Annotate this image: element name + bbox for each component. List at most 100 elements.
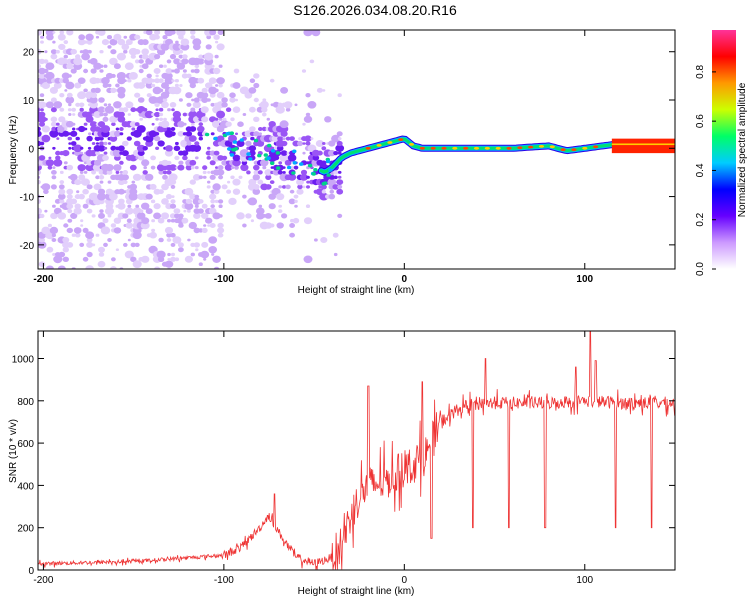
heatmap-cell: [177, 242, 184, 248]
heatmap-cell: [201, 92, 209, 99]
colorbar-ticks: 0.0 0.2 0.4 0.6 0.8: [695, 64, 716, 276]
heatmap-cell: [100, 226, 111, 235]
heatmap-cell: [337, 151, 342, 155]
heatmap-cell: [78, 174, 86, 181]
heatmap-cell: [302, 122, 306, 126]
heatmap-area: [38, 30, 675, 269]
heatmap-cell: [283, 101, 293, 109]
heatmap-cell: [310, 137, 314, 140]
heatmap-cell: [285, 107, 291, 112]
heatmap-cell: [217, 227, 225, 234]
heatmap-cell: [167, 219, 171, 223]
heatmap-cell: [216, 135, 225, 142]
heatmap-cell: [181, 73, 188, 79]
heatmap-cell: [107, 238, 112, 242]
heatmap-cell: [75, 54, 81, 59]
heatmap-x-axis-label: Height of straight line (km): [298, 285, 415, 296]
heatmap-cell: [272, 169, 280, 176]
heatmap-cell: [101, 39, 110, 46]
heatmap-cell: [130, 256, 137, 262]
heatmap-cell: [47, 223, 53, 228]
heatmap-cell: [185, 92, 193, 99]
heatmap-cell: [52, 253, 56, 256]
heatmap-cell: [164, 129, 174, 138]
heatmap-cell: [173, 68, 180, 74]
heatmap-cell: [215, 166, 219, 169]
snr-x-tick-label: 0: [402, 575, 408, 586]
heatmap-cell: [170, 256, 176, 262]
heatmap-cell: [55, 150, 61, 156]
heatmap-cell: [97, 188, 106, 195]
heatmap-cell: [228, 197, 237, 205]
heatmap-peak: [398, 138, 404, 142]
heatmap-cell: [180, 38, 190, 46]
heatmap-cell: [192, 197, 201, 205]
heatmap-cell: [76, 190, 80, 194]
heatmap-cell: [57, 265, 66, 269]
heatmap-cell: [201, 227, 208, 233]
heatmap-cell: [277, 170, 283, 175]
heatmap-cell: [192, 144, 202, 152]
heatmap-cell: [103, 151, 108, 155]
heatmap-cell: [112, 149, 123, 158]
heatmap-cell: [161, 198, 169, 205]
heatmap-cell: [51, 175, 57, 180]
heatmap-cell: [148, 130, 158, 138]
heatmap-cell: [45, 101, 54, 109]
heatmap-cell: [178, 213, 184, 219]
heatmap-cell: [103, 242, 108, 247]
heatmap-cell: [170, 184, 176, 189]
heatmap-cell: [218, 214, 223, 218]
heatmap-cell: [38, 63, 42, 69]
heatmap-cell: [51, 170, 57, 175]
heatmap-cell: [306, 175, 310, 179]
heatmap-cell: [276, 222, 284, 229]
heatmap-cell: [232, 188, 241, 195]
heatmap-cell: [39, 237, 45, 243]
heatmap-cell: [174, 213, 180, 219]
heatmap-cell: [55, 122, 60, 126]
heatmap-cell: [208, 207, 217, 215]
heatmap-cell: [130, 54, 136, 59]
heatmap-cell: [176, 30, 186, 37]
heatmap-cell: [143, 166, 147, 170]
heatmap-cell: [288, 198, 296, 205]
heatmap-cell: [70, 68, 77, 74]
heatmap-cell: [278, 204, 283, 208]
heatmap-cell: [253, 116, 260, 123]
heatmap-cell: [178, 247, 184, 253]
heatmap-cell: [245, 213, 252, 219]
heatmap-cell: [256, 140, 265, 147]
heatmap-cell: [57, 212, 67, 220]
heatmap-cell: [67, 74, 72, 78]
heatmap-cell: [87, 49, 92, 54]
heatmap-cell: [117, 188, 125, 195]
heatmap-cell: [337, 170, 342, 174]
heatmap-cell: [38, 207, 42, 215]
heatmap-cell: [191, 98, 195, 102]
heatmap-cell: [72, 127, 76, 131]
heatmap-cell: [83, 127, 88, 131]
heatmap-cell: [218, 199, 224, 204]
heatmap-cell: [203, 224, 207, 227]
heatmap-cell: [248, 87, 257, 94]
heatmap-cell: [86, 111, 94, 118]
heatmap-cell: [102, 218, 109, 224]
heatmap-cell: [83, 88, 88, 93]
heatmap-cell: [156, 250, 166, 259]
heatmap-cell: [77, 91, 87, 100]
heatmap-cell: [171, 195, 175, 199]
heatmap-cell: [194, 141, 200, 146]
heatmap-cell: [125, 101, 134, 109]
heatmap-cell: [80, 224, 84, 227]
heatmap-cell: [62, 150, 70, 157]
heatmap-cell: [218, 175, 224, 180]
heatmap-cell: [154, 78, 161, 84]
heatmap-cell: [134, 92, 141, 98]
heatmap-x-tick-label: 0: [402, 274, 408, 285]
heatmap-cell: [167, 258, 171, 261]
heatmap-cell: [139, 117, 143, 121]
heatmap-x-tick-label: 100: [576, 274, 593, 285]
heatmap-cell: [304, 135, 312, 142]
heatmap-cell: [62, 77, 69, 84]
